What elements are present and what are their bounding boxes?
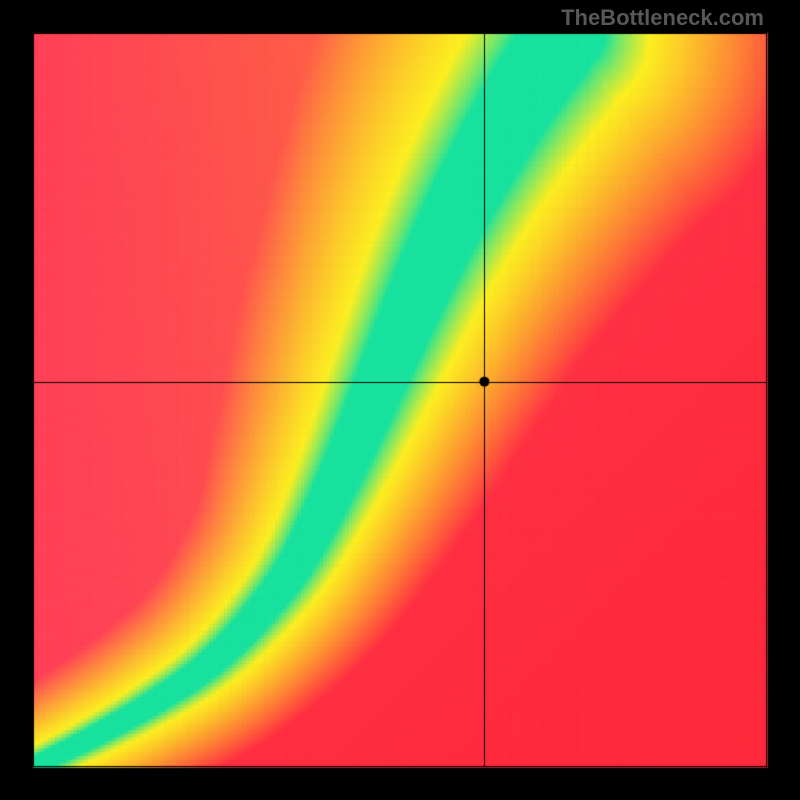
chart-frame: TheBottleneck.com xyxy=(0,0,800,800)
watermark-label: TheBottleneck.com xyxy=(561,5,764,31)
heatmap-canvas xyxy=(0,0,800,800)
